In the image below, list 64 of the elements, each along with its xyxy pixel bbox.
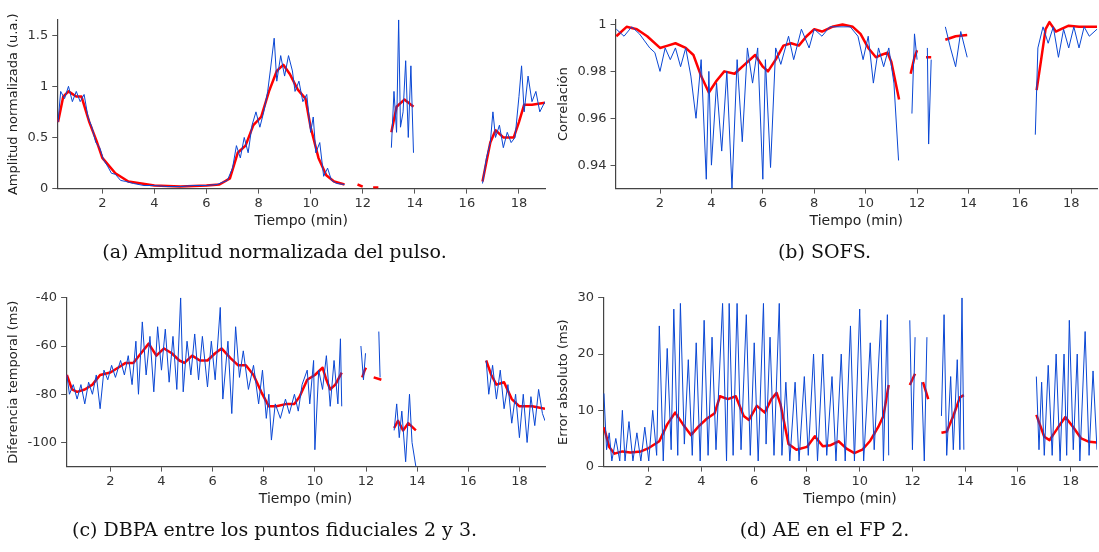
x-axis-title: Tiempo (min) (808, 212, 904, 229)
x-tick-label: 16 (458, 194, 476, 210)
x-tick-label: 8 (254, 194, 263, 210)
x-tick-label: 4 (707, 194, 716, 210)
y-axis-title: Amplitud normalizada (u.a.) (5, 13, 21, 196)
x-tick-label: 6 (202, 194, 211, 210)
x-tick-label: 12 (357, 472, 375, 488)
x-axis-title: Tiempo (min) (253, 212, 348, 229)
y-tick-label: 0.98 (577, 62, 607, 78)
y-tick-label: 0.94 (577, 156, 607, 172)
y-axis-title: Diferencia temporal (ms) (5, 300, 21, 464)
x-tick-label: 14 (960, 194, 977, 210)
x-tick-label: 2 (644, 472, 653, 488)
y-tick-label: 0 (39, 179, 49, 195)
x-tick-label: 12 (904, 472, 921, 488)
text: (a) Amplitud normalizada del pulso. (101, 240, 448, 262)
x-tick-label: 18 (1063, 194, 1080, 210)
x-tick-label: 4 (150, 194, 159, 210)
x-tick-label: 8 (802, 472, 812, 488)
x-tick-label: 4 (157, 472, 166, 488)
x-tick-label: 10 (851, 472, 868, 488)
y-tick-label: 1 (39, 77, 49, 93)
x-tick-label: 16 (1011, 194, 1029, 210)
x-tick-label: 10 (306, 472, 324, 488)
y-tick-label: -80 (35, 385, 58, 401)
x-tick-label: 18 (510, 194, 528, 210)
y-tick-label: 1.5 (27, 26, 49, 42)
x-tick-label: 2 (98, 194, 107, 210)
x-tick-label: 6 (750, 472, 759, 488)
y-tick-label: 20 (577, 345, 595, 361)
text: (c) DBPA entre los puntos fiduciales 2 y 3. (70, 518, 479, 540)
x-tick-label: 16 (460, 472, 477, 488)
y-tick-label: 0.96 (577, 109, 607, 125)
y-tick-label: -40 (35, 289, 58, 305)
x-tick-label: 10 (302, 194, 319, 210)
x-tick-label: 2 (106, 472, 115, 488)
y-tick-label: 10 (577, 401, 595, 417)
y-axis-title: Error absoluto (ms) (555, 319, 571, 445)
y-tick-label: 0.5 (27, 128, 49, 144)
x-tick-label: 8 (810, 194, 819, 210)
y-tick-label: 1 (598, 15, 607, 31)
y-tick-label: 30 (577, 289, 595, 305)
x-tick-label: 14 (408, 472, 426, 488)
x-axis-title: Tiempo (min) (257, 490, 353, 507)
text: (b) SOFS. (776, 240, 873, 262)
y-tick-label: -60 (35, 337, 58, 353)
x-axis-title: Tiempo (min) (802, 490, 897, 507)
x-tick-label: 16 (1009, 472, 1027, 488)
x-tick-label: 14 (956, 472, 974, 488)
text: (d) AE en el FP 2. (738, 518, 911, 540)
x-tick-label: 2 (655, 194, 665, 210)
x-tick-label: 18 (511, 472, 528, 488)
y-tick-label: 0 (585, 457, 595, 473)
x-tick-label: 8 (259, 472, 268, 488)
y-tick-label: -100 (27, 433, 58, 449)
x-tick-label: 6 (758, 194, 767, 210)
x-tick-label: 6 (208, 472, 217, 488)
y-axis-title: Correlación (555, 67, 571, 142)
x-tick-label: 18 (1062, 472, 1079, 488)
x-tick-label: 12 (354, 194, 371, 210)
x-tick-label: 12 (908, 194, 926, 210)
x-tick-label: 4 (697, 472, 706, 488)
x-tick-label: 14 (406, 194, 424, 210)
x-tick-label: 10 (857, 194, 874, 210)
